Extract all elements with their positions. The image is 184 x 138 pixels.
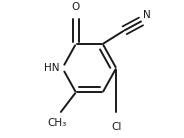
Text: CH₃: CH₃ — [47, 118, 67, 128]
Text: Cl: Cl — [111, 122, 121, 132]
Text: HN: HN — [44, 63, 60, 73]
Text: N: N — [143, 10, 151, 20]
Text: O: O — [72, 2, 80, 12]
